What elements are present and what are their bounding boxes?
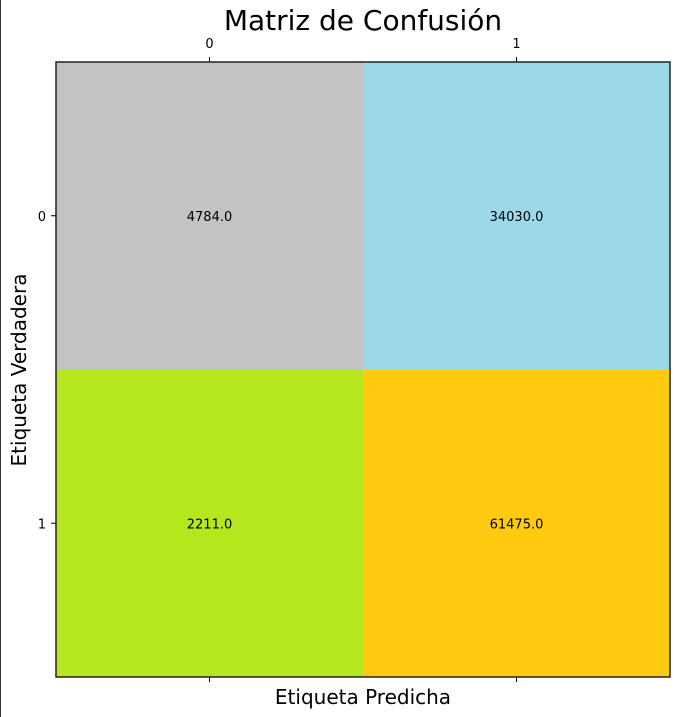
heatmap-cell-r0-c1	[363, 62, 670, 370]
cell-value-label-r1-c1: 61475.0	[490, 517, 544, 532]
heatmap-cell-r1-c0	[56, 369, 363, 677]
heatmap-cells	[56, 62, 670, 677]
plot-frame	[55, 61, 671, 678]
y-tick-label: 1	[38, 517, 46, 532]
cell-value-label-r1-c0: 2211.0	[187, 517, 233, 532]
chart-title: Matriz de Confusión	[224, 4, 502, 37]
heatmap-cell-labels: 4784.0 34030.0 2211.0 61475.0	[187, 210, 544, 533]
y-axis-label: Etiqueta Verdadera	[7, 274, 31, 467]
x-tick-label: 1	[512, 37, 520, 52]
cell-value-label-r0-c1: 34030.0	[490, 210, 544, 225]
cell-value-label-r0-c0: 4784.0	[187, 210, 233, 225]
heatmap-cell-r1-c1	[363, 369, 670, 677]
x-axis-label: Etiqueta Predicha	[275, 685, 451, 709]
x-tick-label: 0	[205, 37, 213, 52]
y-ticks: 01	[38, 210, 56, 532]
y-tick-label: 0	[38, 210, 46, 225]
left-border	[0, 0, 1, 717]
heatmap-cell-r0-c0	[56, 62, 363, 370]
